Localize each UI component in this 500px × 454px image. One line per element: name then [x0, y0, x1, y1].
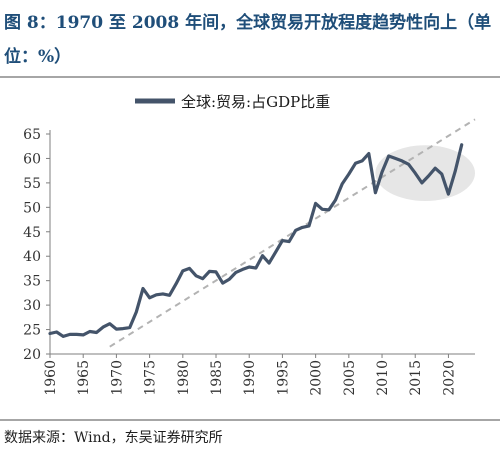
data-point [407, 163, 410, 166]
data-point [168, 294, 171, 297]
data-point [334, 199, 337, 201]
source-note: 数据来源：Wind，东吴证券研究所 [4, 430, 223, 446]
trend-line [109, 118, 476, 348]
data-point [460, 143, 463, 146]
trade-share-line-chart: 20 25 30 35 40 45 50 55 60 65 1960 1965 1970 1975 1980… [23, 93, 476, 396]
x-tick-label: 2010 [375, 360, 391, 396]
trend-layer [109, 118, 476, 348]
data-point [182, 270, 184, 272]
data-point [274, 251, 277, 253]
x-tick-label: 2020 [441, 360, 457, 396]
data-point [374, 191, 377, 194]
data-point [55, 331, 58, 333]
data-point [82, 334, 85, 336]
data-point [354, 162, 357, 165]
x-tick-label: 1980 [176, 360, 192, 396]
data-point [241, 268, 244, 271]
data-point [235, 271, 237, 274]
figure-title: 图 8：1970 至 2008 年间，全球贸易开放程度趋势性向上（单位：%） [4, 13, 492, 67]
x-tick-label: 1965 [76, 360, 92, 396]
data-point [89, 330, 91, 333]
data-point [195, 274, 197, 277]
y-tick-label: 50 [23, 200, 41, 216]
data-point [69, 333, 71, 336]
data-point [414, 172, 417, 174]
data-point [434, 167, 436, 170]
data-point [321, 208, 324, 211]
bottom-rule [0, 419, 500, 421]
data-point [341, 183, 343, 185]
data-point [108, 322, 111, 325]
x-tick-label: 1960 [43, 360, 59, 396]
data-point [188, 267, 191, 270]
legend-label: 全球:贸易:占GDP比重 [181, 93, 330, 111]
data-point [348, 173, 350, 175]
data-point [447, 193, 450, 195]
legend: 全球:贸易:占GDP比重 [135, 93, 330, 111]
data-point [421, 182, 423, 184]
y-tick-label: 20 [23, 347, 41, 363]
x-tick-label: 2000 [309, 360, 325, 396]
data-point [387, 155, 390, 157]
data-point [454, 170, 456, 173]
data-point [208, 270, 211, 273]
data-point [155, 294, 158, 296]
data-point [361, 160, 363, 162]
data-point [268, 262, 270, 264]
data-point [175, 282, 177, 285]
data-point [62, 335, 65, 338]
data-point [314, 202, 317, 205]
data-point [115, 328, 118, 330]
y-tick-label: 30 [23, 298, 41, 314]
data-point [401, 160, 403, 162]
data-point [294, 229, 297, 232]
y-tick-label: 55 [23, 176, 41, 192]
top-rule [0, 76, 500, 78]
data-point [248, 266, 251, 268]
y-tick-label: 65 [23, 127, 41, 143]
x-tick-label: 1985 [209, 360, 225, 396]
data-point [201, 277, 204, 280]
y-tick-label: 60 [23, 151, 41, 167]
data-point [228, 278, 231, 280]
y-tick-label: 45 [23, 225, 41, 241]
data-point [381, 171, 383, 173]
x-tick-label: 1970 [109, 360, 125, 396]
data-point [288, 240, 290, 243]
x-tick-label: 1990 [242, 360, 258, 396]
data-point [367, 152, 370, 155]
data-point [128, 326, 131, 329]
y-tick-label: 25 [23, 323, 41, 339]
data-point [328, 208, 330, 211]
data-point [215, 271, 217, 273]
data-point [95, 331, 98, 334]
data-point [142, 287, 144, 290]
data-point [148, 296, 151, 299]
data-point [427, 175, 430, 177]
data-point [255, 267, 257, 269]
axes-layer: 20 25 30 35 40 45 50 55 60 65 1960 1965 1970 1975 1980… [23, 127, 475, 396]
data-point [308, 225, 310, 227]
x-tick-label: 1995 [275, 360, 291, 396]
y-tick-label: 40 [23, 249, 41, 265]
y-tick-label: 35 [23, 274, 41, 290]
data-point [221, 282, 224, 284]
data-point [261, 254, 264, 257]
data-point [162, 293, 164, 295]
data-point [394, 157, 397, 160]
data-point [440, 173, 443, 175]
data-point [135, 311, 138, 313]
data-point [122, 327, 124, 330]
data-point [301, 226, 304, 229]
data-point [49, 332, 51, 335]
figure-title-bar: 图 8：1970 至 2008 年间，全球贸易开放程度趋势性向上（单位：%） [0, 0, 500, 76]
x-tick-label: 2015 [408, 360, 424, 396]
data-point [281, 239, 284, 242]
x-tick-label: 1975 [143, 360, 159, 396]
data-point [102, 326, 104, 328]
x-tick-label: 2005 [342, 360, 358, 396]
series-layer [48, 143, 464, 338]
data-point [75, 333, 78, 336]
